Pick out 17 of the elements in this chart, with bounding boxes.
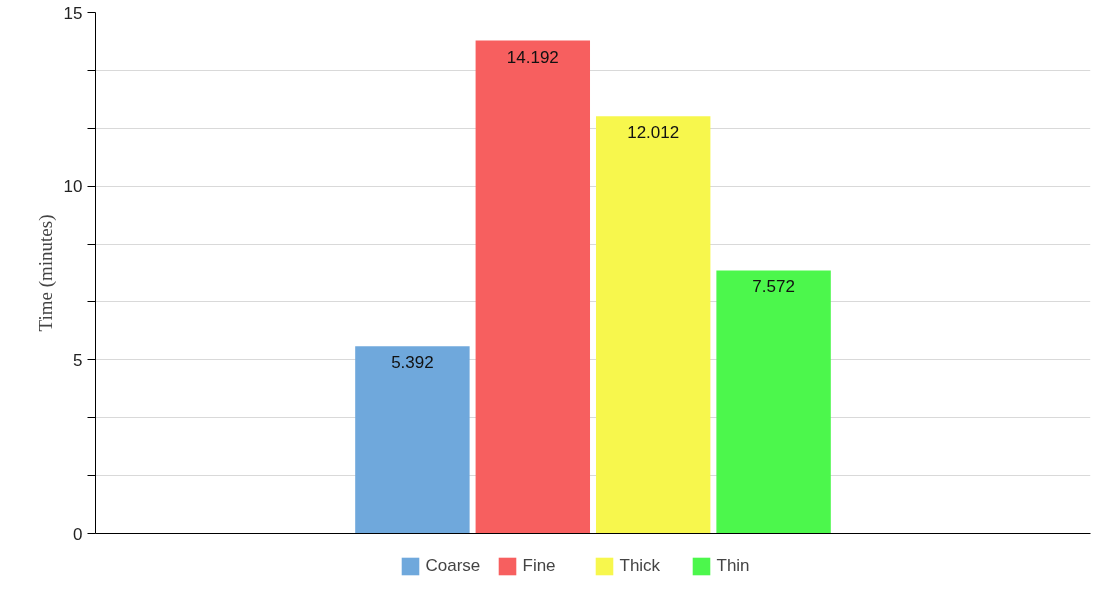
data-label: 7.572 <box>752 277 795 297</box>
bar <box>355 346 470 534</box>
y-tick-label: 5 <box>73 350 83 370</box>
y-axis-title: Time (minutes) <box>34 214 57 332</box>
data-label: 14.192 <box>506 47 559 67</box>
legend-label: Thin <box>716 556 751 576</box>
bar <box>716 270 831 534</box>
bar <box>475 40 591 534</box>
y-tick-label: 10 <box>63 177 83 197</box>
data-label: 5.392 <box>391 353 434 373</box>
y-tick-label: 0 <box>73 524 83 544</box>
legend-label: Thick <box>619 556 662 576</box>
legend-label: Fine <box>522 556 557 576</box>
data-label: 12.012 <box>627 123 680 143</box>
bar <box>595 116 711 534</box>
legend-label: Coarse <box>425 556 482 576</box>
y-tick-label: 15 <box>63 3 83 23</box>
